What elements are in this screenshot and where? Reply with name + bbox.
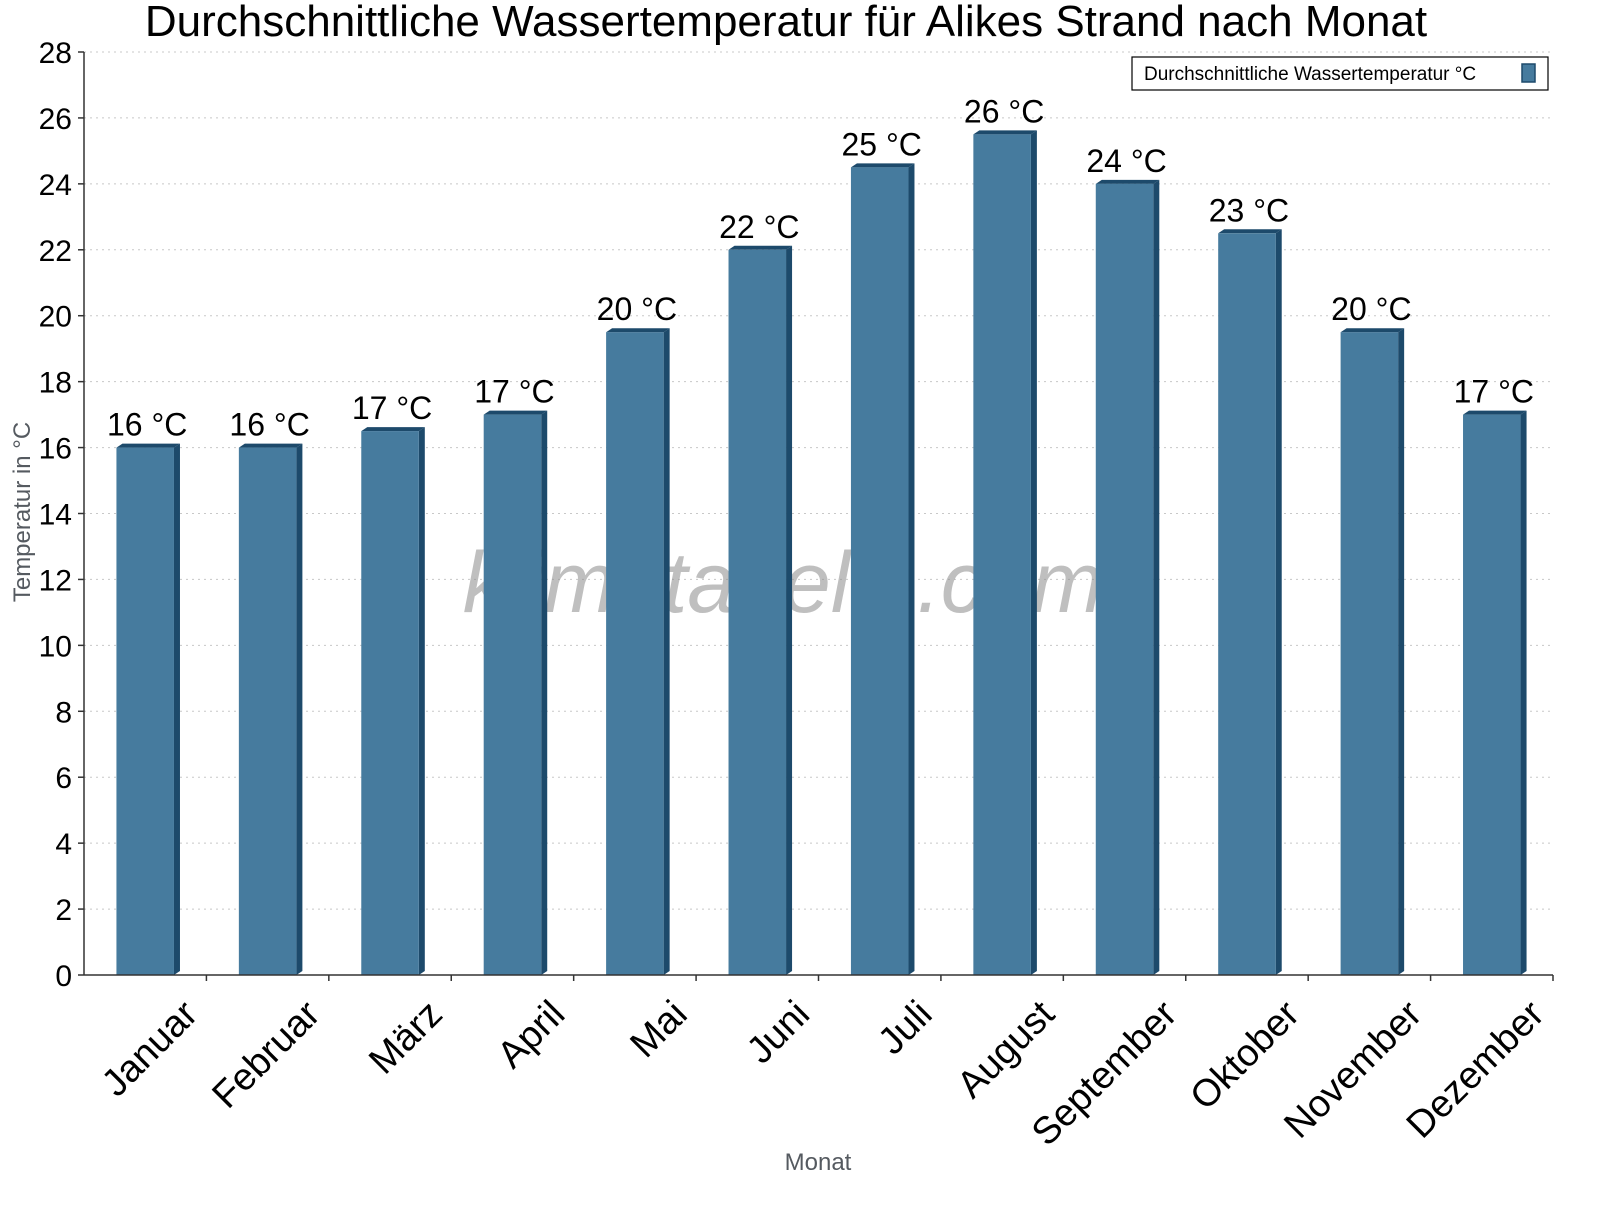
bar-front: [973, 134, 1031, 976]
bar-front: [361, 431, 419, 975]
bar-side: [296, 443, 303, 976]
bar-front: [1463, 414, 1521, 975]
data-label: 22 °C: [719, 209, 799, 245]
bar-front: [1095, 183, 1154, 975]
legend: Durchschnittliche Wassertemperatur °C: [1131, 56, 1549, 91]
bar-top: [1463, 410, 1527, 415]
bar-top: [606, 328, 670, 333]
bar-side: [1520, 410, 1527, 975]
y-tick-label: 18: [39, 367, 72, 400]
bar-side: [1275, 229, 1282, 975]
bar: [850, 163, 915, 975]
y-tick-label: 4: [55, 828, 72, 861]
y-tick-label: 16: [39, 433, 72, 466]
y-tick-label: 22: [39, 235, 72, 268]
bar: [973, 130, 1037, 976]
bar-side: [1398, 328, 1405, 976]
data-label: 16 °C: [229, 407, 309, 443]
bar-side: [1153, 179, 1160, 975]
bar-front: [483, 414, 542, 975]
bar: [116, 443, 180, 976]
x-tick-label: Oktober: [1182, 993, 1308, 1119]
x-tick-label: Mai: [623, 993, 696, 1066]
bar: [483, 410, 548, 975]
bar-front: [1218, 233, 1276, 975]
bar-top: [850, 163, 915, 168]
bar: [361, 427, 425, 975]
bar-front: [116, 447, 174, 976]
x-tick-label: Juni: [739, 993, 818, 1072]
bar-front: [606, 332, 664, 976]
data-label: 16 °C: [107, 407, 187, 443]
bar-top: [1340, 328, 1405, 333]
bar-top: [116, 443, 180, 448]
y-tick-label: 0: [55, 960, 72, 993]
legend-swatch: [1521, 63, 1536, 83]
legend-label: Durchschnittliche Wassertemperatur °C: [1144, 64, 1476, 85]
bar-front: [728, 249, 787, 976]
y-tick-label: 26: [39, 103, 72, 136]
bar-top: [361, 427, 425, 432]
y-tick-label: 8: [55, 696, 72, 729]
y-tick-label: 24: [39, 169, 72, 202]
legend-box: [1131, 56, 1549, 91]
bar-top: [238, 443, 303, 448]
y-tick-label: 20: [39, 301, 72, 334]
x-tick-label: Februar: [205, 993, 329, 1117]
y-tick-label: 10: [39, 630, 72, 663]
data-labels: 16 °C 16 °C 17 °C 17 °C 20 °C 22 °C 25 °C 26 °C…: [107, 93, 1534, 442]
y-tick-label: 28: [39, 37, 72, 70]
bar-front: [850, 167, 909, 975]
bar-front: [1340, 332, 1399, 976]
bar-side: [541, 410, 548, 975]
data-label: 23 °C: [1209, 192, 1289, 228]
bar-top: [483, 410, 548, 415]
data-label: 17 °C: [474, 374, 554, 410]
x-tick-label: Juli: [870, 993, 940, 1063]
bar: [1218, 229, 1282, 975]
data-label: 20 °C: [597, 291, 677, 327]
bar: [728, 245, 793, 976]
data-label: 17 °C: [1454, 374, 1534, 410]
y-tick-label: 6: [55, 762, 72, 795]
bar-side: [173, 443, 180, 976]
x-tick-label: August: [949, 993, 1063, 1107]
y-tick-label: 14: [39, 499, 72, 532]
bar: [1340, 328, 1405, 976]
bar: [606, 328, 670, 976]
data-label: 25 °C: [842, 126, 922, 162]
bar-side: [1030, 130, 1037, 976]
y-axis-title: Temperatur in °C: [9, 422, 36, 602]
x-tick-label: April: [490, 993, 573, 1076]
data-label: 17 °C: [352, 390, 432, 426]
bar-side: [663, 328, 670, 976]
bar-side: [908, 163, 915, 975]
x-axis-title: Monat: [785, 1149, 852, 1176]
bar-top: [728, 245, 793, 250]
y-tick-label: 2: [55, 894, 72, 927]
bars: [116, 130, 1527, 976]
grid-lines: [84, 51, 1553, 910]
x-tick-label: März: [361, 993, 450, 1082]
bar-side: [786, 245, 793, 976]
bar-front: [238, 447, 297, 976]
data-label: 24 °C: [1086, 143, 1166, 179]
bar: [238, 443, 303, 976]
bar-side: [418, 427, 425, 975]
data-label: 26 °C: [964, 93, 1044, 129]
y-tick-label: 12: [39, 564, 72, 597]
bar: [1095, 179, 1160, 975]
bar-top: [973, 130, 1037, 135]
bar-top: [1218, 229, 1282, 234]
bar: [1463, 410, 1527, 975]
chart-title: Durchschnittliche Wassertemperatur für A…: [145, 0, 1427, 46]
data-label: 20 °C: [1331, 291, 1411, 327]
x-tick-label: Januar: [94, 993, 206, 1105]
bar-top: [1095, 179, 1160, 184]
